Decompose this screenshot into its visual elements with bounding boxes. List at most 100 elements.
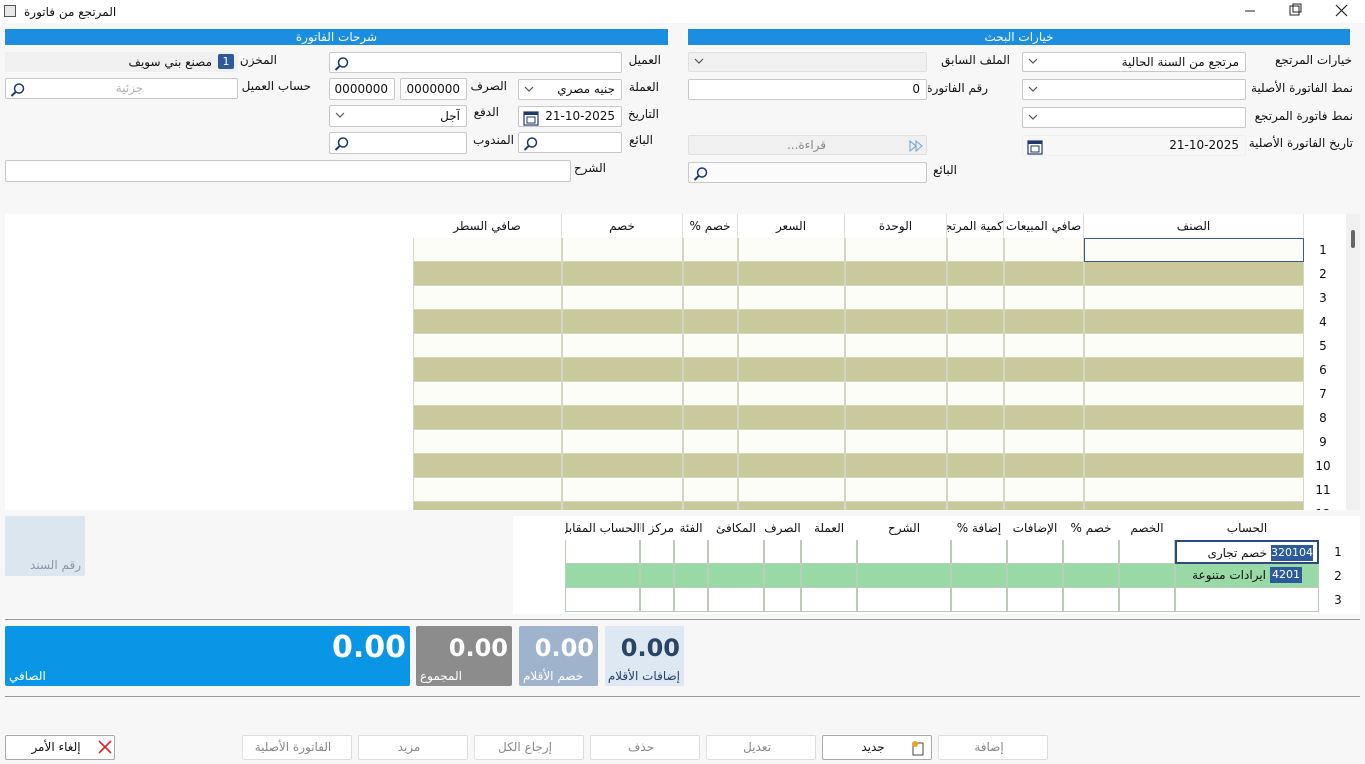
grid-cell[interactable]	[947, 358, 1004, 382]
column-header[interactable]: إضافة %	[956, 521, 1002, 535]
seller-search[interactable]	[688, 162, 927, 183]
grid-cell[interactable]	[413, 334, 562, 358]
grid-cell[interactable]	[764, 564, 801, 588]
currency-combo[interactable]: جنيه مصري	[518, 79, 622, 100]
grid-cell[interactable]	[947, 310, 1004, 334]
grid-cell[interactable]	[1084, 334, 1304, 358]
grid-cell[interactable]	[857, 540, 951, 564]
grid-cell[interactable]	[413, 502, 562, 510]
grid-cell[interactable]	[1119, 564, 1175, 588]
grid-cell[interactable]	[845, 406, 947, 430]
grid-cell[interactable]	[1084, 358, 1304, 382]
grid-cell[interactable]	[640, 588, 674, 612]
column-header[interactable]: الخصم	[1130, 521, 1164, 535]
grid-cell[interactable]	[413, 382, 562, 406]
grid-cell[interactable]	[947, 238, 1004, 262]
grid-cell[interactable]	[683, 454, 738, 478]
grid-cell[interactable]	[947, 430, 1004, 454]
column-header[interactable]: مركز الكلفة	[640, 521, 674, 535]
grid-cell[interactable]	[738, 430, 845, 454]
grid-cell[interactable]	[683, 382, 738, 406]
grid-cell[interactable]	[562, 430, 683, 454]
button[interactable]: حذف	[590, 735, 700, 760]
grid-cell[interactable]	[951, 588, 1007, 612]
grid-cell[interactable]	[1084, 502, 1304, 510]
grid-cell[interactable]	[674, 564, 708, 588]
grid-cell[interactable]	[947, 334, 1004, 358]
grid-cell[interactable]	[1007, 588, 1063, 612]
previous-file-combo[interactable]	[688, 52, 927, 72]
grid-cell[interactable]	[683, 430, 738, 454]
invoice-number-input[interactable]: 0	[688, 79, 927, 100]
customer-search[interactable]	[329, 52, 622, 73]
payment-combo[interactable]: آجل	[329, 105, 467, 127]
column-header[interactable]: الإضافات	[1012, 521, 1058, 535]
grid-cell[interactable]	[708, 564, 764, 588]
grid-cell[interactable]	[562, 310, 683, 334]
column-header[interactable]: السعر	[738, 214, 845, 238]
grid-cell[interactable]	[738, 238, 845, 262]
grid-cell[interactable]	[413, 238, 562, 262]
grid-cell[interactable]	[1004, 454, 1084, 478]
grid-cell[interactable]	[1063, 564, 1119, 588]
button[interactable]: الفاتورة الأصلية	[242, 735, 352, 760]
grid-cell[interactable]	[1084, 454, 1304, 478]
column-header[interactable]: الحساب المقابل	[565, 521, 640, 535]
grid-cell[interactable]	[1119, 540, 1175, 564]
grid-cell[interactable]	[413, 430, 562, 454]
grid-cell[interactable]	[857, 564, 951, 588]
grid-cell[interactable]	[801, 540, 857, 564]
column-header[interactable]: الحساب	[1226, 521, 1268, 535]
grid-cell[interactable]	[562, 382, 683, 406]
grid-cell[interactable]	[738, 286, 845, 310]
date-input[interactable]: 21-10-2025	[518, 106, 622, 127]
return-type-combo[interactable]	[1022, 107, 1246, 128]
column-header[interactable]: الصنف	[1084, 214, 1304, 238]
representative-search[interactable]	[329, 132, 467, 154]
grid-cell[interactable]	[845, 502, 947, 510]
grid-cell[interactable]	[845, 382, 947, 406]
exchange-input[interactable]: 1.0000000	[329, 78, 395, 100]
grid-cell[interactable]	[683, 286, 738, 310]
grid-cell[interactable]	[413, 286, 562, 310]
grid-cell[interactable]	[738, 310, 845, 334]
grid-cell[interactable]	[413, 358, 562, 382]
grid-cell[interactable]	[1084, 238, 1304, 262]
grid-cell[interactable]	[674, 540, 708, 564]
customer-account-search[interactable]: جزئية	[5, 78, 238, 99]
description-input[interactable]	[5, 160, 571, 182]
button[interactable]: إضافة	[938, 735, 1048, 760]
grid-cell[interactable]	[1084, 478, 1304, 502]
grid-cell[interactable]	[947, 454, 1004, 478]
grid-cell[interactable]	[1007, 564, 1063, 588]
grid-cell[interactable]	[845, 334, 947, 358]
grid-cell[interactable]	[565, 588, 640, 612]
button[interactable]: جديد	[822, 735, 932, 760]
grid-cell[interactable]	[738, 406, 845, 430]
grid-cell[interactable]: 320104 خصم تجارى	[1175, 540, 1319, 564]
grid-cell[interactable]	[947, 286, 1004, 310]
button[interactable]: مزيد	[358, 735, 468, 760]
grid-cell[interactable]	[683, 238, 738, 262]
grid-cell[interactable]	[947, 478, 1004, 502]
grid-cell[interactable]	[565, 540, 640, 564]
button[interactable]: إرجاع الكل	[474, 735, 584, 760]
grid-cell[interactable]	[683, 310, 738, 334]
grid-cell[interactable]	[708, 588, 764, 612]
grid-cell[interactable]	[1004, 358, 1084, 382]
read-button[interactable]: قراءة...	[688, 135, 927, 155]
grid-cell[interactable]	[683, 334, 738, 358]
grid-cell[interactable]	[640, 540, 674, 564]
grid-cell[interactable]	[764, 588, 801, 612]
original-date-input[interactable]: 21-10-2025	[1022, 135, 1246, 156]
column-header[interactable]: كمية المرتجع	[947, 214, 1004, 238]
grid-cell[interactable]	[683, 262, 738, 286]
grid-cell[interactable]	[738, 358, 845, 382]
grid-cell[interactable]	[562, 406, 683, 430]
exchange-input[interactable]: 1.0000000	[400, 78, 467, 100]
button[interactable]: إلغاء الأمر	[5, 735, 115, 760]
grid-cell[interactable]	[738, 262, 845, 286]
grid-cell[interactable]	[738, 478, 845, 502]
grid-cell[interactable]	[1004, 238, 1084, 262]
column-header[interactable]: صافي المبيعات	[1004, 214, 1084, 238]
